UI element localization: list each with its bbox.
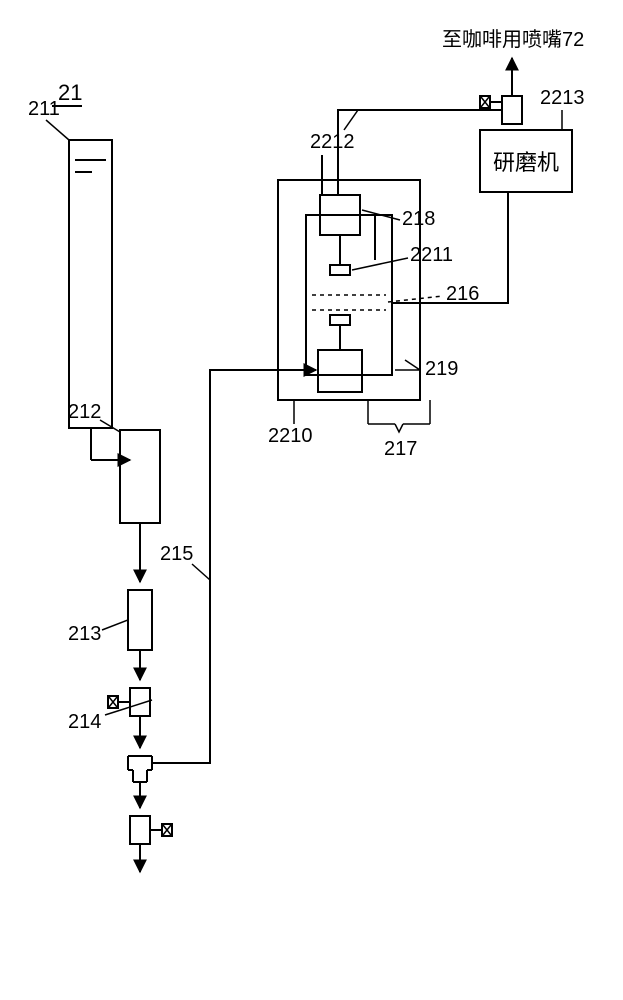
pipe-2212 bbox=[338, 110, 502, 195]
label-2212: 2212 bbox=[310, 131, 355, 153]
output-path-layer: 2212 至咖啡用喷嘴72 bbox=[0, 0, 623, 1000]
leader-2212 bbox=[344, 110, 358, 130]
output-text: 至咖啡用喷嘴72 bbox=[442, 28, 584, 51]
output-valve bbox=[480, 86, 522, 124]
